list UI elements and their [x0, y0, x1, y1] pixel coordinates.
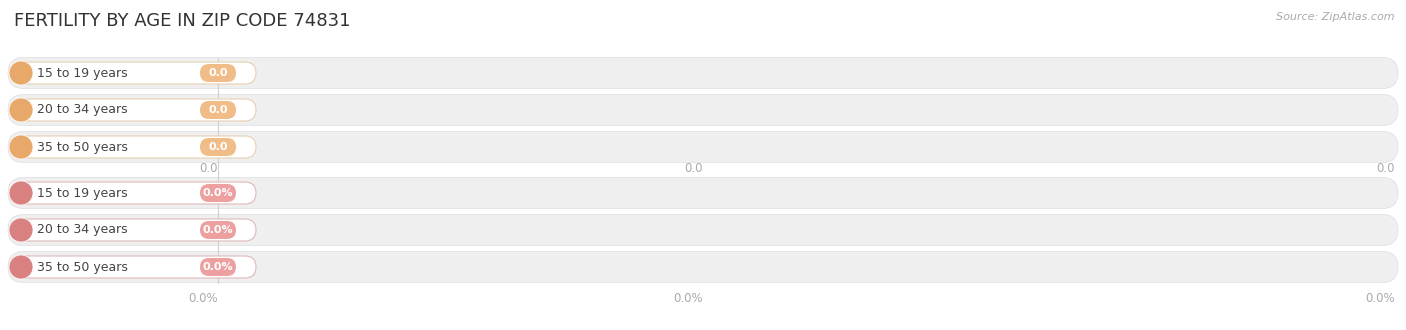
Text: 0.0%: 0.0%	[1365, 291, 1395, 305]
Text: 0.0%: 0.0%	[188, 291, 218, 305]
Text: 35 to 50 years: 35 to 50 years	[37, 141, 128, 153]
FancyBboxPatch shape	[8, 94, 1398, 125]
Circle shape	[8, 181, 32, 205]
Text: 20 to 34 years: 20 to 34 years	[37, 104, 128, 116]
Text: 15 to 19 years: 15 to 19 years	[37, 67, 128, 80]
Text: 0.0%: 0.0%	[202, 225, 233, 235]
FancyBboxPatch shape	[200, 101, 236, 119]
FancyBboxPatch shape	[8, 251, 1398, 282]
Circle shape	[8, 255, 32, 279]
FancyBboxPatch shape	[200, 221, 236, 239]
FancyBboxPatch shape	[8, 178, 1398, 209]
Circle shape	[8, 218, 32, 242]
Text: 0.0: 0.0	[208, 142, 228, 152]
FancyBboxPatch shape	[8, 214, 1398, 246]
FancyBboxPatch shape	[10, 136, 256, 158]
FancyBboxPatch shape	[10, 256, 256, 278]
Circle shape	[8, 98, 32, 122]
FancyBboxPatch shape	[10, 62, 256, 84]
Text: 35 to 50 years: 35 to 50 years	[37, 260, 128, 274]
FancyBboxPatch shape	[10, 182, 256, 204]
FancyBboxPatch shape	[10, 99, 256, 121]
Text: 0.0: 0.0	[1376, 161, 1395, 175]
FancyBboxPatch shape	[8, 131, 1398, 162]
FancyBboxPatch shape	[200, 184, 236, 202]
FancyBboxPatch shape	[8, 57, 1398, 88]
Text: 0.0: 0.0	[200, 161, 218, 175]
Text: FERTILITY BY AGE IN ZIP CODE 74831: FERTILITY BY AGE IN ZIP CODE 74831	[14, 12, 350, 30]
Text: 0.0%: 0.0%	[673, 291, 703, 305]
FancyBboxPatch shape	[200, 138, 236, 156]
Text: 0.0: 0.0	[208, 105, 228, 115]
Text: 0.0%: 0.0%	[202, 262, 233, 272]
FancyBboxPatch shape	[200, 64, 236, 82]
Text: 20 to 34 years: 20 to 34 years	[37, 223, 128, 237]
FancyBboxPatch shape	[10, 219, 256, 241]
Circle shape	[8, 61, 32, 85]
Text: 0.0: 0.0	[208, 68, 228, 78]
Text: 15 to 19 years: 15 to 19 years	[37, 186, 128, 200]
Text: 0.0%: 0.0%	[202, 188, 233, 198]
FancyBboxPatch shape	[200, 258, 236, 276]
Circle shape	[8, 135, 32, 159]
Text: Source: ZipAtlas.com: Source: ZipAtlas.com	[1277, 12, 1395, 22]
Text: 0.0: 0.0	[685, 161, 703, 175]
